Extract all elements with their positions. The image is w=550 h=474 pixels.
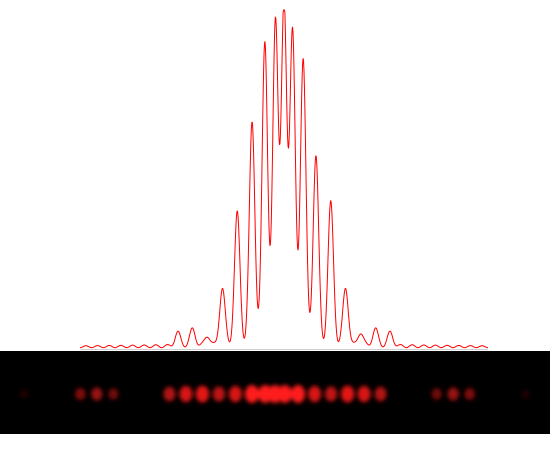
intensity-plot-area [79,9,489,350]
pattern-spot [163,386,176,402]
peak-point [344,290,346,292]
peak-point [283,9,285,11]
pattern-spot [20,390,29,398]
peak-point [221,290,223,292]
peak-point [330,205,332,207]
pattern-spot [244,385,259,403]
peak-point [206,338,208,340]
pattern-spot [291,385,306,403]
peak-point [274,22,276,24]
peak-point [374,331,376,333]
peak-point [291,33,293,35]
pattern-spot [91,387,103,401]
peak-point [315,158,317,160]
peak-point [236,216,238,218]
pattern-spot [340,385,355,403]
peak-point [251,124,253,126]
diffraction-pattern-strip [0,351,550,434]
pattern-spot [374,386,387,402]
pattern-spot [75,388,86,400]
pattern-spot [108,388,119,400]
pattern-spot [228,385,242,403]
pattern-spot [308,385,322,403]
pattern-spot [447,387,459,401]
pattern-spot [195,385,210,403]
pattern-spot [521,390,530,398]
pattern-spot [268,385,282,403]
peak-point [177,334,179,336]
pattern-spot [258,385,273,403]
peak-point [264,43,266,45]
intensity-trace [79,9,489,349]
peak-point [389,334,391,336]
pattern-spot [179,385,193,403]
pattern-spot [464,388,475,400]
pattern-spot [357,385,371,403]
peak-point [359,334,361,336]
pattern-spots [20,385,530,403]
peak-point [191,331,193,333]
pattern-spot [212,386,226,402]
pattern-spot [431,388,442,400]
peak-point [302,60,304,62]
pattern-spot [324,386,338,402]
pattern-spot [277,385,292,403]
